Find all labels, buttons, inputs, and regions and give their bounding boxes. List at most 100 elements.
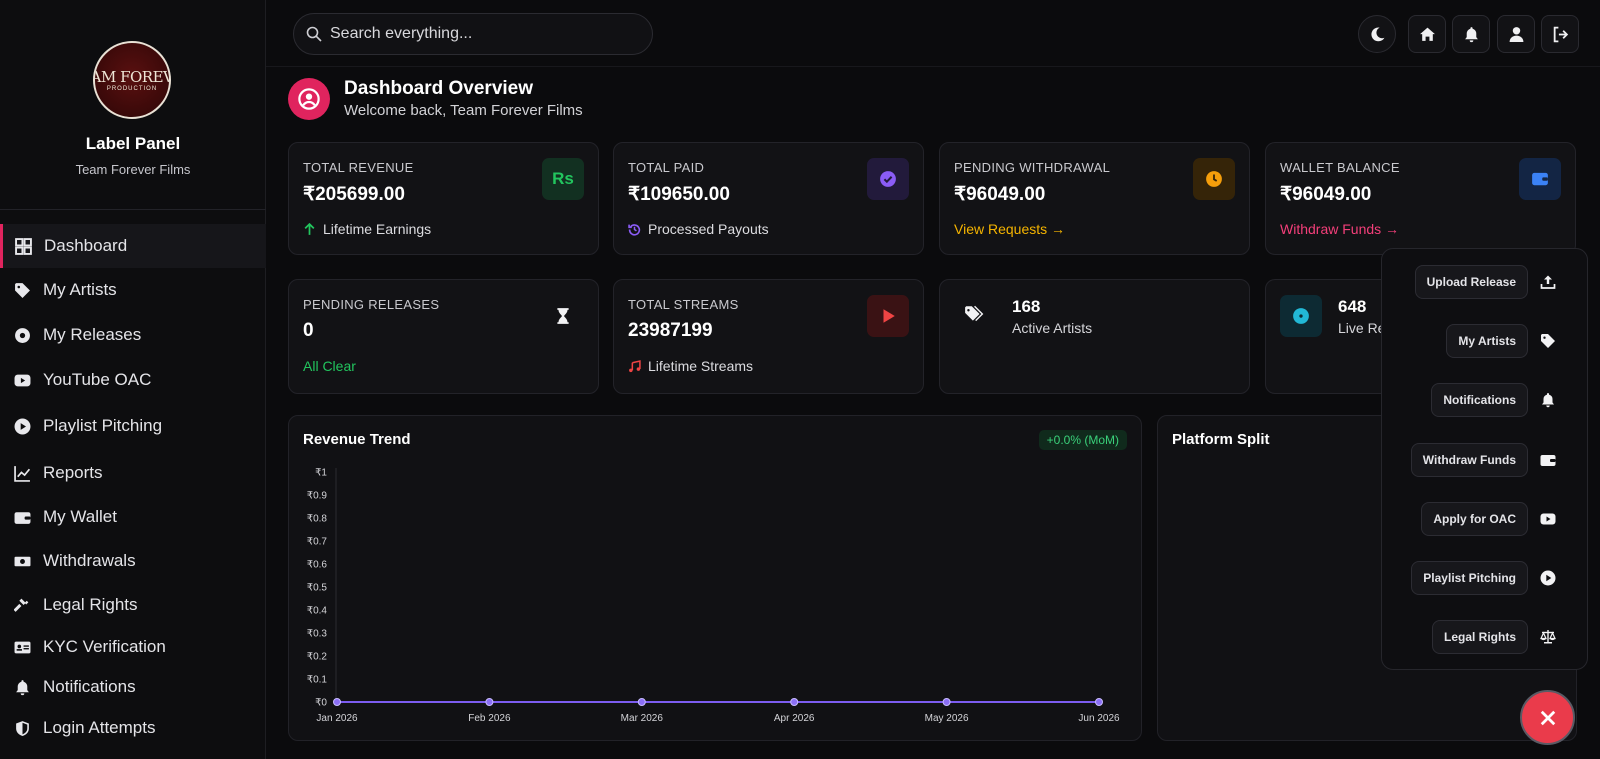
play-circle-icon[interactable] bbox=[1533, 563, 1563, 593]
stat-label: TOTAL REVENUE bbox=[303, 160, 414, 175]
disc-icon bbox=[13, 326, 31, 344]
grid-icon bbox=[14, 237, 32, 255]
wallet-icon[interactable] bbox=[1533, 445, 1563, 475]
x-tick-label: Jan 2026 bbox=[316, 713, 358, 724]
theme-toggle-button[interactable] bbox=[1358, 15, 1396, 53]
stat-value: ₹96049.00 bbox=[1280, 184, 1372, 205]
view-requests-link[interactable]: View Requests → bbox=[954, 221, 1066, 237]
active-artists-label: Active Artists bbox=[1012, 320, 1093, 336]
sidebar-item-label: My Wallet bbox=[43, 507, 117, 526]
stat-value: 0 bbox=[303, 320, 314, 341]
y-tick-label: ₹0 bbox=[315, 698, 327, 709]
sidebar-item-legal-rights[interactable]: Legal Rights bbox=[0, 583, 266, 627]
data-point bbox=[790, 698, 799, 706]
sidebar-item-label: YouTube OAC bbox=[43, 370, 152, 389]
sidebar-item-reports[interactable]: Reports bbox=[0, 451, 266, 495]
sidebar-item-login-attempts[interactable]: Login Attempts bbox=[0, 706, 266, 750]
stat-value: ₹96049.00 bbox=[954, 184, 1046, 205]
x-tick-label: May 2026 bbox=[925, 713, 969, 724]
quick-action-my-artists[interactable]: My Artists bbox=[1446, 324, 1528, 358]
label-logo[interactable]: AM FOREV PRODUCTION bbox=[93, 41, 171, 119]
stat-card-active-artists: 168 Active Artists bbox=[939, 279, 1250, 394]
data-point bbox=[942, 698, 951, 706]
rupee-icon: Rs bbox=[542, 158, 584, 200]
sidebar-item-label: Reports bbox=[43, 463, 103, 482]
home-icon bbox=[1419, 27, 1435, 41]
data-point bbox=[485, 698, 494, 706]
compact-disc-icon bbox=[1280, 295, 1322, 337]
gavel-icon bbox=[13, 596, 31, 614]
dashboard-avatar-icon bbox=[288, 78, 330, 120]
topbar-divider bbox=[266, 66, 1600, 67]
stat-card-pending-releases: PENDING RELEASES 0 All Clear bbox=[288, 279, 599, 394]
quick-action-withdraw-funds[interactable]: Withdraw Funds bbox=[1410, 443, 1528, 477]
search-box[interactable] bbox=[293, 13, 653, 55]
sidebar-item-my-wallet[interactable]: My Wallet bbox=[0, 495, 266, 539]
play-icon bbox=[867, 295, 909, 337]
upload-icon[interactable] bbox=[1533, 267, 1563, 297]
youtube-icon[interactable] bbox=[1533, 504, 1563, 534]
x-tick-label: Mar 2026 bbox=[621, 713, 664, 724]
logout-icon bbox=[1553, 26, 1568, 42]
scale-icon[interactable] bbox=[1533, 622, 1563, 652]
youtube-icon bbox=[13, 371, 31, 389]
profile-button[interactable] bbox=[1497, 15, 1535, 53]
quick-action-upload-release[interactable]: Upload Release bbox=[1414, 265, 1528, 299]
history-icon bbox=[628, 223, 641, 236]
sidebar-item-withdrawals[interactable]: Withdrawals bbox=[0, 539, 266, 583]
bell-icon[interactable] bbox=[1533, 385, 1563, 415]
sidebar-item-dashboard[interactable]: Dashboard bbox=[0, 224, 266, 268]
revenue-chart: ₹0 ₹0.1 ₹0.2 ₹0.3 ₹0.4 ₹0.5 ₹0.6 ₹0.7 ₹0.8 ₹0.9 ₹1… bbox=[307, 468, 1120, 725]
tags-icon bbox=[964, 305, 984, 328]
withdraw-funds-link[interactable]: Withdraw Funds → bbox=[1280, 221, 1400, 237]
page-subtitle: Welcome back, Team Forever Films bbox=[344, 102, 583, 119]
x-tick-label: Feb 2026 bbox=[468, 713, 511, 724]
quick-action-legal-rights[interactable]: Legal Rights bbox=[1431, 620, 1528, 654]
sidebar-item-playlist-pitching[interactable]: Playlist Pitching bbox=[0, 404, 266, 448]
stat-footnote-text: All Clear bbox=[303, 358, 356, 374]
tag-icon bbox=[13, 281, 31, 299]
stat-label: TOTAL STREAMS bbox=[628, 297, 739, 312]
y-tick-label: ₹0.7 bbox=[307, 537, 328, 548]
sidebar-item-youtube-oac[interactable]: YouTube OAC bbox=[0, 358, 266, 402]
clock-icon bbox=[1193, 158, 1235, 200]
arrow-up-icon bbox=[304, 222, 315, 235]
check-circle-icon bbox=[867, 158, 909, 200]
data-point bbox=[637, 698, 646, 706]
revenue-trend-panel: Revenue Trend +0.0% (MoM) ₹0 ₹0.1 ₹0.2 ₹0.3… bbox=[288, 415, 1142, 741]
quick-action-playlist-pitching[interactable]: Playlist Pitching bbox=[1411, 561, 1528, 595]
sidebar-item-my-releases[interactable]: My Releases bbox=[0, 313, 266, 357]
stat-footnote-text: Processed Payouts bbox=[648, 221, 769, 237]
notifications-button[interactable] bbox=[1452, 15, 1490, 53]
panel-title: Label Panel bbox=[85, 134, 181, 153]
search-input[interactable] bbox=[330, 25, 630, 43]
sidebar-item-kyc-verification[interactable]: KYC Verification bbox=[0, 625, 266, 669]
quick-action-apply-for-oac[interactable]: Apply for OAC bbox=[1421, 502, 1528, 536]
stat-card-wallet-balance: WALLET BALANCE ₹96049.00 Withdraw Funds … bbox=[1265, 142, 1576, 255]
close-quick-actions-button[interactable] bbox=[1520, 690, 1575, 745]
search-icon bbox=[306, 26, 322, 42]
quick-action-notifications[interactable]: Notifications bbox=[1431, 383, 1528, 417]
sidebar-item-label: Playlist Pitching bbox=[43, 416, 163, 435]
sidebar-item-notifications[interactable]: Notifications bbox=[0, 665, 266, 709]
money-icon bbox=[13, 552, 31, 570]
stat-card-total-revenue: TOTAL REVENUE ₹205699.00 Lifetime Earnin… bbox=[288, 142, 599, 255]
home-button[interactable] bbox=[1408, 15, 1446, 53]
quick-actions-menu: Upload Release My Artists Notifications … bbox=[1381, 248, 1588, 670]
tag-icon[interactable] bbox=[1533, 326, 1563, 356]
stat-card-total-paid: TOTAL PAID ₹109650.00 Processed Payouts bbox=[613, 142, 924, 255]
close-icon bbox=[1540, 710, 1555, 725]
x-tick-label: Jun 2026 bbox=[1078, 713, 1120, 724]
bell-icon bbox=[13, 678, 31, 696]
sidebar-item-label: Login Attempts bbox=[43, 718, 156, 737]
stat-footnote-text: Lifetime Streams bbox=[648, 358, 754, 374]
logout-button[interactable] bbox=[1541, 15, 1579, 53]
sidebar-item-my-artists[interactable]: My Artists bbox=[0, 268, 266, 312]
music-icon bbox=[629, 359, 641, 372]
sidebar-divider bbox=[0, 209, 266, 210]
mom-badge: +0.0% (MoM) bbox=[1038, 430, 1127, 450]
stat-footnote: Lifetime Earnings bbox=[303, 221, 431, 237]
wallet-icon bbox=[13, 508, 31, 526]
y-tick-label: ₹0.3 bbox=[307, 629, 328, 640]
sidebar-item-label: Withdrawals bbox=[43, 551, 136, 570]
